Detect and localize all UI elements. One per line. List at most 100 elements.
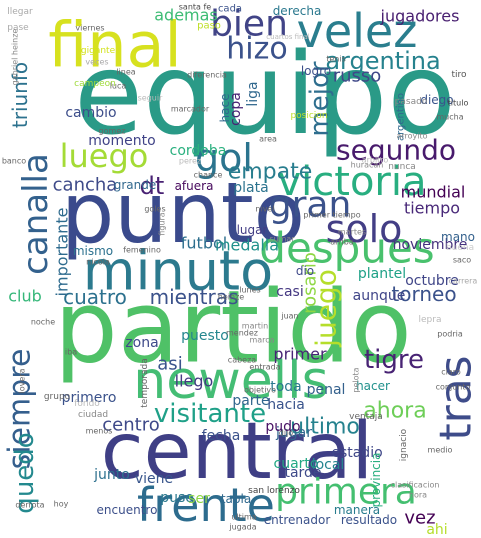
cloud-word-logro: logro [301,64,331,78]
cloud-word-ultima: ultima [231,513,256,522]
cloud-word-fecha: fecha [202,428,241,444]
cloud-word-central: central [101,407,373,497]
cloud-word-tigre: tigre [364,345,424,375]
cloud-word-temporada: temporada [140,358,150,408]
cloud-word-plantel: plantel [358,266,406,282]
cloud-word-punto: punto [61,164,305,262]
cloud-word-derecha: derecha [273,4,322,18]
cloud-word-equipo: equipo [74,30,456,160]
cloud-word-diego: diego [420,93,453,107]
cloud-word-minuto: minuto [83,240,273,303]
cloud-word-momento: momento [88,133,155,149]
cloud-word-arriba: arriba [330,238,354,247]
cloud-word-casi: casi [276,284,303,300]
cloud-word-argentino: argentino [396,93,407,141]
cloud-word-vez: vez [404,508,435,529]
cloud-word-medio: medio [428,446,453,455]
cloud-word-dio: dio [296,264,314,278]
cloud-word-triunfo: triunfo [8,62,32,128]
cloud-word-dt: dt [140,172,165,200]
cloud-word-tiempo: tiempo [404,199,460,218]
cloud-word-puesto: puesto [181,328,229,344]
cloud-word-perez: perez [179,157,201,166]
cloud-word-tabla: tabla [221,492,251,506]
cloud-word-arbitro: arbitro [362,156,389,165]
cloud-word-copa: copa [228,92,244,126]
cloud-word-ventaja: ventaja [349,412,383,422]
cloud-word-club: club [8,287,42,306]
cloud-word-encuentro: encuentro [97,503,158,517]
cloud-word-arroyito: arroyito [396,132,427,141]
cloud-word-nicola: nicola [86,258,110,267]
cloud-word-carrera: carrera [449,277,478,286]
cloud-word-juan: juan [280,312,298,321]
cloud-word-lovera: lovera [18,368,27,393]
cloud-word-gabriel-heinze: gabriel heinze [11,29,20,86]
cloud-word-femenino: femenino [123,246,161,255]
cloud-word-noviembre: noviembre [393,237,468,253]
cloud-word-primera: primera [275,472,417,513]
cloud-word-ser: ser [188,491,210,507]
cloud-word-podria: podria [437,330,463,339]
cloud-word-santa-fe: santa fe [179,3,212,12]
cloud-word-menos: menos [86,427,113,436]
cloud-word-manera: manera [334,503,380,517]
cloud-word-empate: empate [228,160,313,185]
cloud-word-toda: toda [270,379,302,395]
cloud-word-frente: frente [137,478,275,532]
cloud-word-entrada: entrada [249,363,280,372]
cloud-word-area: area [259,135,277,144]
cloud-word-iba: iba [65,348,77,357]
cloud-word-importante: importante [53,208,72,297]
cloud-word-cancha: cancha [53,175,118,196]
cloud-word-octubre: octubre [405,273,459,289]
cloud-word-newells: newells [133,351,328,411]
cloud-word-canalla: canalla [16,153,56,275]
cloud-word-penal: penal [307,382,346,398]
cloud-word-estadio: estadio [331,445,382,461]
cloud-word-tenis: tenis [326,55,346,64]
cloud-word-lugar: lugar [237,223,268,237]
cloud-word-buena: buena [446,243,474,253]
cloud-word-afuera: afuera [175,179,214,193]
cloud-word-mano: mano [441,230,475,244]
cloud-word-resultado: resultado [341,513,397,527]
cloud-word-final: final [48,9,182,82]
cloud-word-tiro: tiro [451,70,467,80]
cloud-word-aunque: aunque [353,288,406,304]
cloud-word-pasado: pasado [395,97,428,107]
cloud-word-hacia: hacia [267,397,305,413]
cloud-word-partido: partido [54,269,412,386]
cloud-word-torneo: torneo [391,282,456,306]
cloud-word-tarde: tarde [284,465,321,481]
cloud-word-derrota: derrota [15,501,44,510]
cloud-word-martes: martes [338,228,366,237]
cloud-word-sumar: sumar [269,235,295,244]
cloud-word-cada: cada [218,4,242,15]
cloud-word-gomez: gomez [99,127,126,136]
cloud-word-diferencia: diferencia [187,71,227,80]
cloud-word-gigante: gigante [81,46,116,56]
cloud-word-lepra: lepra [419,315,442,325]
cloud-word-plata: plata [233,180,268,196]
cloud-word-cambio: cambio [65,105,116,121]
cloud-word-hacer: hacer [356,379,390,393]
cloud-word-primer-tiempo: primer tiempo [303,211,360,220]
cloud-word-bien: bien [210,4,288,45]
cloud-word-grande: grande [114,178,157,192]
cloud-word-pudo: pudo [265,419,300,435]
cloud-word-veces: veces [85,58,108,67]
cloud-word-jugar: jugar [275,425,312,441]
cloud-word-hizo: hizo [226,32,287,67]
cloud-word-siempre: siempre [3,349,38,470]
cloud-word-ignacio: ignacio [399,428,409,461]
cloud-word-hace: hace [218,94,232,123]
cloud-word-gran: gran [269,185,352,226]
cloud-word-nivel: nivel [255,205,274,214]
cloud-word-cordoba: cordoba [170,143,227,159]
cloud-word-ahora: ahora [363,399,426,424]
cloud-word-conjunto: conjunto [436,383,471,392]
cloud-word-marca: marca [249,336,274,345]
cloud-word-huracan: huracan [351,161,384,170]
